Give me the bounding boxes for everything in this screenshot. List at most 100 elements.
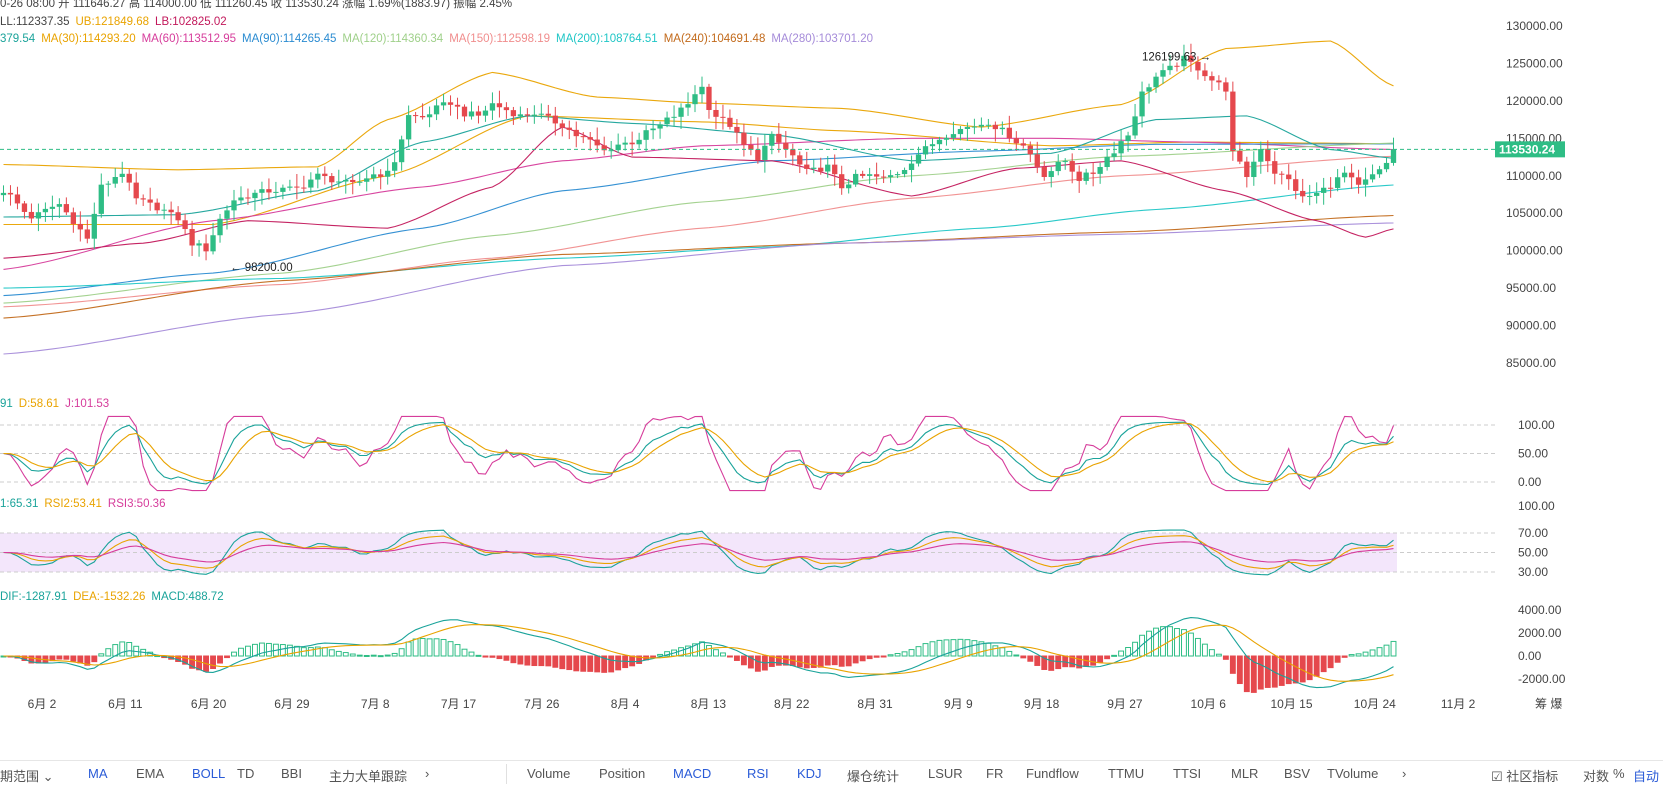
macd-bar <box>915 646 922 657</box>
candle-body <box>56 204 63 207</box>
right-item-1[interactable]: Position <box>599 766 646 781</box>
tools-item-2[interactable]: % <box>1613 766 1625 781</box>
candle-body <box>433 105 440 115</box>
candle-body <box>280 187 286 192</box>
right-item-8[interactable]: Fundflow <box>1026 766 1079 781</box>
left-item-0[interactable]: 期范围 ⌄ <box>0 769 54 784</box>
macd-bar <box>936 639 943 657</box>
price-tick-label: 130000.00 <box>1506 19 1563 33</box>
candle-body <box>231 200 237 211</box>
macd-bar <box>615 655 622 671</box>
macd-bar <box>1139 634 1145 657</box>
left-item-2[interactable]: EMA <box>136 766 165 781</box>
candle-body <box>615 144 621 151</box>
macd-bar <box>1069 655 1076 668</box>
candle-body <box>887 175 894 178</box>
right-item-3[interactable]: RSI <box>747 766 769 781</box>
macd-bar <box>880 655 887 658</box>
macd-bar <box>1306 655 1313 681</box>
macd-bar <box>594 655 601 673</box>
right-item-10[interactable]: TTSI <box>1173 766 1202 781</box>
candle-body <box>189 229 195 246</box>
tools-item-1[interactable]: 对数 <box>1583 769 1610 784</box>
macd-bar <box>196 655 203 671</box>
macd-bar <box>887 654 894 657</box>
macd-legend: DIF:-1287.91 DEA:-1532.26 MACD:488.72 <box>0 590 230 604</box>
boll-legend: LL:112337.35 UB:121849.68 LB:102825.02 <box>0 15 233 29</box>
candle-body <box>825 164 831 172</box>
candle-body <box>70 212 76 224</box>
candle-body <box>454 104 461 107</box>
macd-bar <box>524 655 531 666</box>
candle-body <box>832 164 838 175</box>
macd-bar <box>908 649 915 657</box>
macd-bar <box>650 655 657 658</box>
right-item-0[interactable]: Volume <box>527 766 571 781</box>
right-item-6[interactable]: LSUR <box>928 766 963 781</box>
left-item-7[interactable]: › <box>425 766 430 781</box>
macd-bar <box>531 655 538 667</box>
macd-bar <box>405 641 412 657</box>
candle-body <box>741 132 747 145</box>
macd-bar <box>1132 641 1139 657</box>
macd-bar <box>1160 626 1166 657</box>
candle-body <box>28 211 35 219</box>
candle-body <box>196 243 202 246</box>
candle-body <box>846 184 852 189</box>
x-tick-label: 11月 2 <box>1441 697 1476 711</box>
macd-bar <box>293 645 300 657</box>
candle-body <box>294 186 300 188</box>
macd-bar <box>398 648 405 657</box>
candle-body <box>929 144 936 147</box>
candle-body <box>210 235 216 252</box>
ma-legend: 379.54 MA(30):114293.20 MA(60):113512.95 MA… <box>0 32 879 46</box>
macd-bar <box>468 651 475 657</box>
left-item-5[interactable]: BBI <box>281 766 302 781</box>
right-item-12[interactable]: BSV <box>1284 766 1311 781</box>
candle-body <box>489 103 496 111</box>
macd-bar <box>1229 655 1236 674</box>
right-item-11[interactable]: MLR <box>1231 766 1259 781</box>
candle-body <box>1209 76 1215 81</box>
tools-item-3[interactable]: 自动 <box>1633 769 1660 784</box>
ma-2: MA(60):113512.95 <box>141 33 236 45</box>
tools-item-0[interactable]: ☑ 社区指标 <box>1491 769 1559 784</box>
candle-body <box>894 174 901 176</box>
candle-body <box>77 223 83 230</box>
right-item-7[interactable]: FR <box>986 766 1004 781</box>
x-tick-label: 9月 27 <box>1107 697 1143 711</box>
candle-body <box>350 179 356 183</box>
series-line-ma-30- <box>3 115 1394 226</box>
right-item-2[interactable]: MACD <box>673 766 712 781</box>
left-item-3[interactable]: BOLL <box>192 766 226 781</box>
right-item-13[interactable]: TVolume <box>1327 766 1379 781</box>
x-tick-label: 6月 11 <box>108 697 143 711</box>
candle-body <box>811 167 817 169</box>
candle-body <box>1083 172 1089 181</box>
macd-bar <box>1369 649 1376 657</box>
candle-body <box>818 167 824 172</box>
left-item-1[interactable]: MA <box>88 766 108 781</box>
left-item-6[interactable]: 主力大单跟踪 <box>329 769 408 784</box>
right-item-4[interactable]: KDJ <box>797 766 822 781</box>
macd-bar <box>489 655 496 658</box>
right-item-9[interactable]: TTMU <box>1108 766 1145 781</box>
macd-bar <box>1055 655 1062 670</box>
candle-body <box>1048 171 1054 178</box>
kdj-legend: 91 D:58.61 J:101.53 <box>0 397 115 411</box>
macd-bar <box>782 655 789 666</box>
candle-body <box>259 189 265 193</box>
left-item-4[interactable]: TD <box>237 766 255 781</box>
macd-bar <box>279 644 286 657</box>
kdj-tick-label: 50.00 <box>1518 447 1548 461</box>
right-item-14[interactable]: › <box>1402 766 1407 781</box>
right-item-5[interactable]: 爆仓统计 <box>847 769 900 784</box>
series-line-ma-280- <box>3 222 1394 355</box>
macd-bar <box>1222 655 1229 660</box>
candle-body <box>378 174 384 177</box>
candle-body <box>182 220 188 230</box>
chart-canvas[interactable]: 130000.00125000.00120000.00115000.001100… <box>0 0 1663 760</box>
macd-tick-label: 4000.00 <box>1518 603 1562 617</box>
macd-bar <box>105 648 112 657</box>
candle-body <box>1041 166 1047 178</box>
